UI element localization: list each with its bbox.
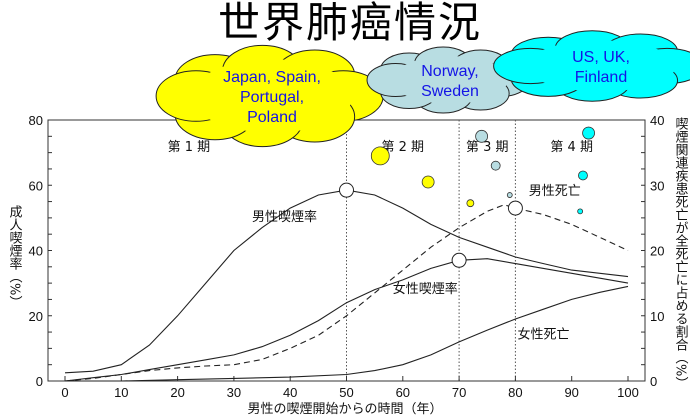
y-right-tick-label: 40 <box>650 113 664 128</box>
country-bubble <box>582 126 595 140</box>
country-bubble <box>466 199 475 208</box>
y-tick-label: 0 <box>36 374 43 389</box>
country-bubble <box>475 129 489 143</box>
series-label: 男性喫煙率 <box>252 209 317 225</box>
phase-label: 第 4 期 <box>550 140 593 155</box>
country-bubble <box>490 160 501 171</box>
cloud-label: Finland <box>575 69 627 86</box>
series-label: 女性喫煙率 <box>393 281 458 297</box>
x-tick-label: 20 <box>170 385 184 400</box>
country-bubble <box>421 175 435 189</box>
y-right-tick-label: 10 <box>650 309 664 324</box>
phase-label: 第 1 期 <box>168 140 211 155</box>
y-tick-label: 20 <box>29 309 43 324</box>
series-line <box>65 285 629 382</box>
x-tick-label: 90 <box>564 385 578 400</box>
x-tick-label: 10 <box>114 385 128 400</box>
y-right-tick-label: 0 <box>650 374 657 389</box>
cloud-body <box>191 59 353 133</box>
x-tick-label: 50 <box>339 385 353 400</box>
x-tick-label: 70 <box>452 385 466 400</box>
y-right-axis-label: 喫煙関連疾患死亡が全死亡に占める割合（%） <box>673 117 689 389</box>
country-bubble <box>506 192 513 198</box>
series-label: 男性死亡 <box>529 184 581 199</box>
x-axis-label: 男性の喫煙開始からの時間（年） <box>247 402 442 417</box>
series-line <box>64 258 629 382</box>
y-tick-label: 60 <box>29 178 43 193</box>
y-tick-label: 80 <box>29 113 43 128</box>
country-bubble <box>577 208 584 215</box>
cloud-label: Norway, <box>421 63 479 80</box>
cloud-label: Japan, Spain, <box>223 69 321 86</box>
x-tick-label: 80 <box>508 385 522 400</box>
cloud-body <box>392 56 508 104</box>
country-bubble <box>578 170 588 181</box>
series-marker <box>339 182 354 198</box>
x-tick-label: 100 <box>617 385 639 400</box>
x-tick-label: 40 <box>283 385 297 400</box>
x-tick-label: 60 <box>396 385 410 400</box>
series-marker <box>507 200 523 216</box>
cloud-1: Norway, Sweden <box>366 46 531 114</box>
cloud-0: Japan, Spain, Portugal, Poland <box>155 44 384 148</box>
cloud-label: Portugal, <box>240 89 304 106</box>
series-line <box>64 204 629 382</box>
y-tick-label: 40 <box>29 244 43 259</box>
phase-label: 第 3 期 <box>466 140 509 155</box>
cloud-label: Poland <box>247 109 297 126</box>
cloud-label: US, UK, <box>572 49 630 66</box>
cloud-label: Sweden <box>421 83 479 100</box>
country-bubble <box>370 146 390 166</box>
series-label: 女性死亡 <box>518 327 570 343</box>
cloud-body <box>526 40 676 92</box>
y-right-tick-label: 30 <box>650 178 664 193</box>
page-title: 世界肺癌情況 <box>218 0 483 47</box>
series-marker <box>451 252 467 268</box>
x-tick-label: 30 <box>227 385 241 400</box>
y-right-tick-label: 20 <box>650 244 664 259</box>
x-tick-label: 0 <box>61 385 68 400</box>
cloud-2: US, UK, Finland <box>493 30 690 102</box>
y-axis-label: 成人喫煙率（%） <box>7 205 23 308</box>
phase-label: 第 2 期 <box>382 140 425 155</box>
